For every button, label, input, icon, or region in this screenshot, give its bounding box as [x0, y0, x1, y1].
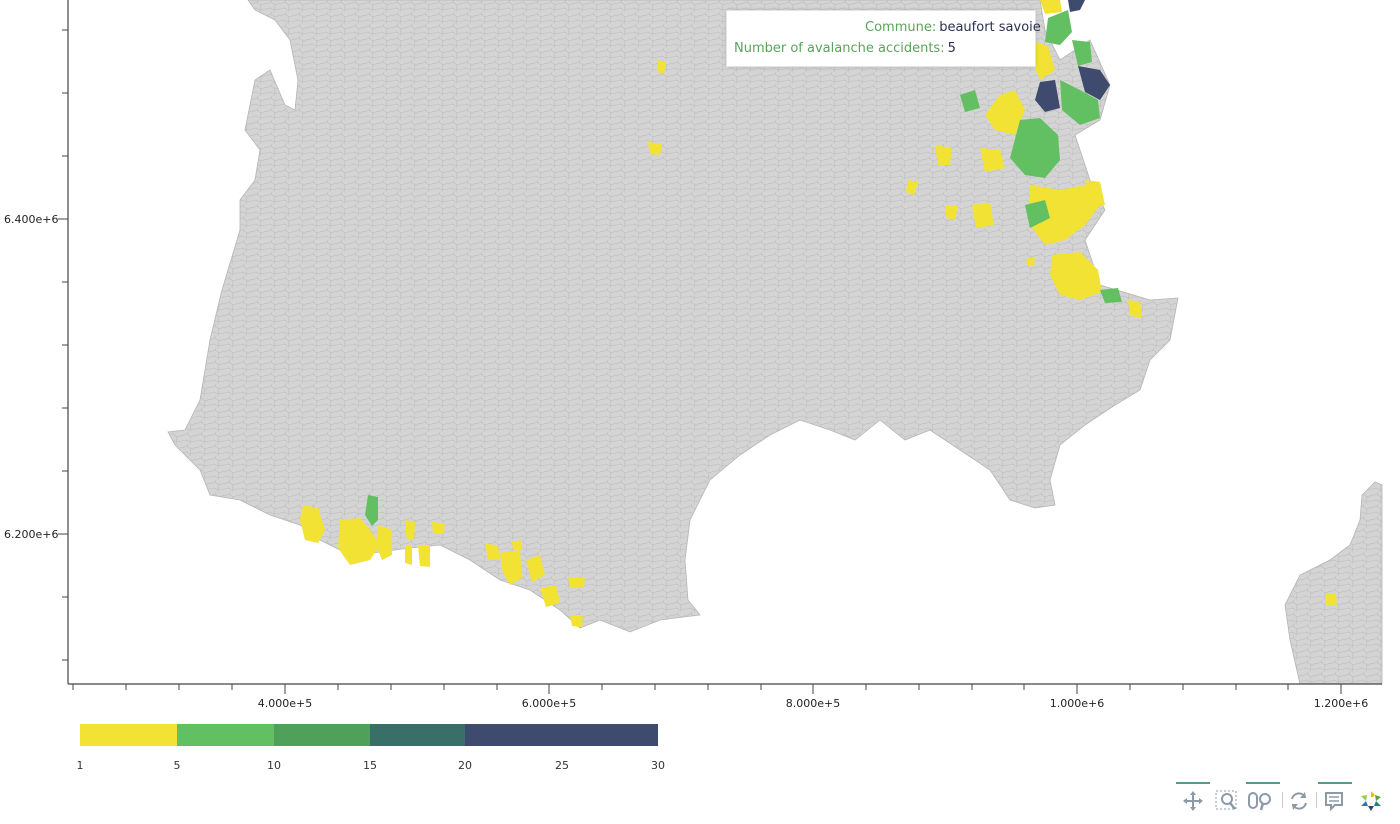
box-zoom-icon[interactable]	[1214, 788, 1240, 814]
y-tick-label: 6.200e+6	[4, 528, 58, 541]
colorbar-tick-label: 5	[174, 759, 181, 772]
x-tick-label: 1.000e+6	[1050, 697, 1104, 710]
toolbar	[1172, 780, 1394, 820]
corsica[interactable]	[1284, 481, 1383, 685]
colorbar: 1 5 10 15 20 25 30	[77, 724, 665, 772]
alps-highlights[interactable]	[648, 0, 1142, 318]
tooltip-row-commune: Commune: beaufort savoie	[865, 20, 1041, 35]
land-layer	[167, 0, 1383, 685]
bokeh-logo-icon[interactable]	[1358, 788, 1384, 814]
x-axis: 4.000e+5 6.000e+5 8.000e+5 1.000e+6 1.20…	[68, 683, 1382, 710]
y-tick-label: 6.400e+6	[4, 213, 58, 226]
x-tick-label: 1.200e+6	[1314, 697, 1368, 710]
pan-active-indicator	[1176, 782, 1210, 784]
hover-tooltip: Commune: beaufort savoie Number of avalan…	[726, 10, 1041, 67]
colorbar-bin	[80, 724, 177, 746]
tooltip-value-accidents: 5	[947, 41, 956, 56]
colorbar-bin	[370, 724, 465, 746]
colorbar-tick-label: 20	[458, 759, 472, 772]
reset-icon[interactable]	[1286, 788, 1312, 814]
tooltip-key-commune: Commune:	[865, 20, 937, 35]
pan-icon[interactable]	[1180, 788, 1206, 814]
tooltip-key-accidents: Number of avalanche accidents:	[734, 41, 945, 56]
x-tick-label: 4.000e+5	[258, 697, 312, 710]
colorbar-tick-label: 10	[267, 759, 281, 772]
tooltip-row-accidents: Number of avalanche accidents: 5	[734, 41, 956, 56]
colorbar-bin	[274, 724, 370, 746]
tooltip-value-commune: beaufort savoie	[939, 20, 1041, 35]
colorbar-bin	[465, 724, 658, 746]
hover-active-indicator	[1318, 782, 1352, 784]
wheel-zoom-active-indicator	[1246, 782, 1280, 784]
colorbar-tick-label: 1	[77, 759, 84, 772]
colorbar-bin	[177, 724, 274, 746]
colorbar-tick-label: 30	[651, 759, 665, 772]
mainland-france[interactable]	[167, 0, 1179, 633]
colorbar-tick-label: 15	[363, 759, 377, 772]
toolbar-separator	[1316, 792, 1317, 808]
y-axis: 6.400e+6 6.200e+6	[4, 0, 69, 684]
pyrenees-highlights[interactable]	[300, 495, 1337, 627]
hover-icon[interactable]	[1321, 788, 1347, 814]
toolbar-separator	[1282, 792, 1283, 808]
x-tick-label: 8.000e+5	[786, 697, 840, 710]
x-tick-label: 6.000e+5	[522, 697, 576, 710]
wheel-zoom-icon[interactable]	[1248, 788, 1274, 814]
colorbar-tick-label: 25	[555, 759, 569, 772]
